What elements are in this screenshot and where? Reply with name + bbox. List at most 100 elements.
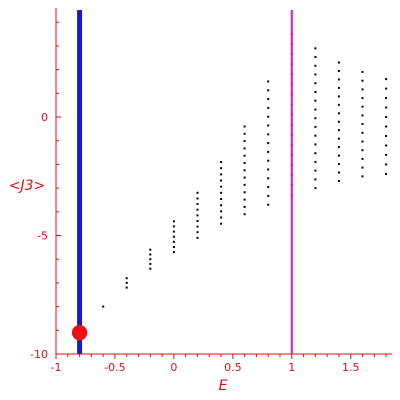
data-point: [337, 163, 340, 166]
data-point: [337, 86, 340, 89]
data-point: [361, 79, 364, 82]
data-point: [125, 277, 128, 280]
data-point: [267, 159, 270, 162]
data-point: [337, 171, 340, 174]
data-point: [314, 73, 317, 76]
data-point: [267, 80, 270, 83]
data-point: [172, 240, 175, 243]
data-point: [196, 203, 199, 206]
data-point: [385, 125, 388, 128]
data-point: [220, 216, 223, 219]
data-point: [267, 98, 270, 101]
data-point: [314, 152, 317, 155]
data-point: [361, 123, 364, 126]
data-point: [243, 169, 246, 172]
x-tick-label: 0: [170, 361, 177, 374]
data-point: [243, 162, 246, 164]
data-point: [243, 213, 246, 216]
data-point: [125, 286, 128, 289]
data-point: [337, 120, 340, 123]
data-point: [337, 95, 340, 98]
data-point: [172, 235, 175, 238]
x-tick-label: 0.5: [224, 361, 242, 374]
data-point: [196, 208, 199, 211]
data-point: [220, 210, 223, 213]
data-point: [337, 61, 340, 64]
data-point: [337, 154, 340, 157]
data-point: [337, 137, 340, 140]
data-point: [172, 246, 175, 248]
data-point: [267, 106, 270, 109]
data-point: [267, 115, 270, 118]
data-point: [361, 88, 364, 91]
data-point: [314, 47, 317, 50]
data-point: [385, 78, 388, 81]
data-point: [314, 56, 317, 58]
data-points: [102, 33, 388, 308]
data-point: [361, 114, 364, 117]
data-point: [361, 97, 364, 100]
data-point: [243, 140, 246, 143]
axes: -1 -0.5 0 0.5 1 1.5 -10 -5 0: [30, 8, 392, 374]
data-point: [220, 161, 223, 163]
data-point: [243, 176, 246, 179]
data-point: [314, 187, 317, 190]
data-point: [243, 132, 246, 135]
data-point: [314, 108, 317, 111]
data-point: [337, 70, 340, 72]
data-point: [267, 89, 270, 92]
data-point: [361, 166, 364, 169]
data-point: [196, 225, 199, 228]
data-point: [337, 180, 340, 182]
data-point: [314, 134, 317, 137]
data-point: [337, 129, 340, 132]
data-point: [196, 231, 199, 234]
data-point: [361, 140, 364, 143]
data-point: [337, 146, 340, 149]
data-point: [149, 248, 152, 251]
x-tick-label: 1: [288, 361, 295, 374]
data-point: [314, 169, 317, 172]
data-point: [267, 203, 270, 206]
data-point: [220, 173, 223, 176]
data-point: [314, 117, 317, 120]
y-tick-label: 0: [41, 111, 48, 124]
data-point: [385, 87, 388, 90]
y-axis-label: <J3>: [9, 178, 46, 194]
data-point: [267, 142, 270, 145]
data-point: [172, 230, 175, 233]
data-point: [385, 153, 388, 156]
data-point: [361, 131, 364, 134]
x-axis-label: E: [219, 378, 228, 394]
data-point: [243, 198, 246, 201]
data-point: [361, 71, 364, 73]
data-point: [385, 163, 388, 166]
data-point: [220, 167, 223, 170]
data-point: [196, 220, 199, 222]
data-point: [220, 222, 223, 225]
x-tick-label: -0.5: [104, 361, 125, 374]
data-point: [361, 149, 364, 152]
data-point: [337, 103, 340, 106]
data-point: [149, 267, 152, 270]
data-point: [220, 204, 223, 207]
data-point: [267, 194, 270, 197]
x-tick-label: -1: [51, 361, 62, 374]
data-point: [267, 186, 270, 189]
data-point: [243, 183, 246, 186]
data-point: [220, 179, 223, 182]
y-tick-label: -5: [37, 230, 48, 243]
data-point: [267, 124, 270, 127]
data-point: [220, 191, 223, 194]
data-point: [172, 251, 175, 254]
data-point: [337, 78, 340, 81]
data-point: [243, 125, 246, 128]
data-point: [267, 150, 270, 153]
data-point: [361, 105, 364, 108]
data-point: [196, 197, 199, 200]
x-tick-label: 1.5: [342, 361, 360, 374]
data-point: [196, 191, 199, 194]
data-point: [243, 154, 246, 157]
data-point: [267, 168, 270, 171]
